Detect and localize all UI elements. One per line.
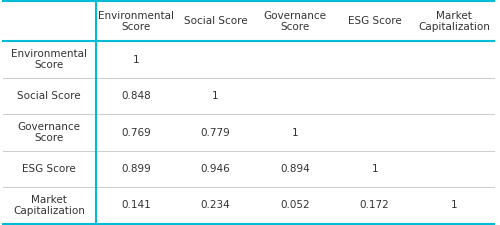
Text: 0.848: 0.848	[121, 91, 150, 101]
Text: Social Score: Social Score	[18, 91, 81, 101]
Text: 0.946: 0.946	[200, 164, 230, 174]
Text: 0.234: 0.234	[200, 200, 230, 210]
Text: 0.769: 0.769	[121, 128, 150, 137]
Text: 0.052: 0.052	[280, 200, 310, 210]
Text: Environmental
Score: Environmental Score	[12, 49, 88, 70]
Text: ESG Score: ESG Score	[348, 16, 402, 26]
Text: 1: 1	[372, 164, 378, 174]
Text: 1: 1	[451, 200, 458, 210]
Text: 0.141: 0.141	[121, 200, 150, 210]
Text: 0.779: 0.779	[200, 128, 230, 137]
Text: Market
Capitalization: Market Capitalization	[418, 11, 490, 32]
Text: 0.172: 0.172	[360, 200, 390, 210]
Text: 1: 1	[292, 128, 298, 137]
Text: Environmental
Score: Environmental Score	[98, 11, 174, 32]
Text: Governance
Score: Governance Score	[18, 122, 81, 143]
Text: 1: 1	[212, 91, 218, 101]
Text: Market
Capitalization: Market Capitalization	[14, 195, 85, 216]
Text: 0.894: 0.894	[280, 164, 310, 174]
Text: ESG Score: ESG Score	[22, 164, 76, 174]
Text: 1: 1	[132, 55, 139, 65]
Text: Social Score: Social Score	[184, 16, 247, 26]
Text: Governance
Score: Governance Score	[264, 11, 326, 32]
Text: 0.899: 0.899	[121, 164, 150, 174]
